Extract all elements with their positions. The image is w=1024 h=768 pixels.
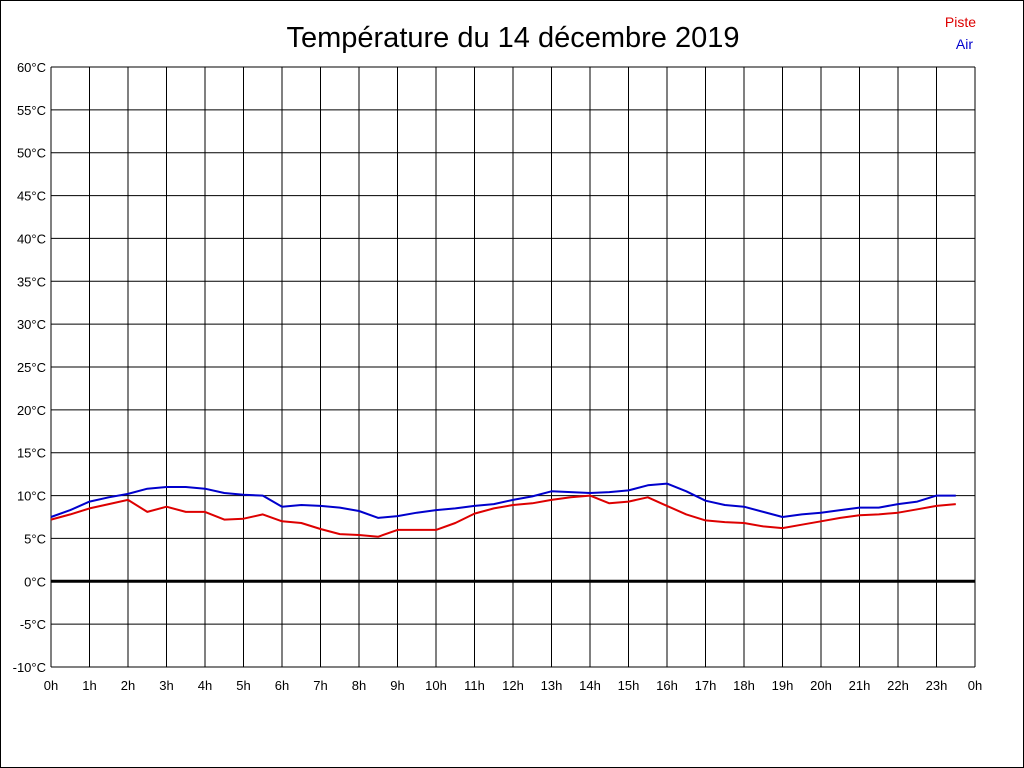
x-tick-label: 20h: [810, 678, 832, 693]
chart-title: Température du 14 décembre 2019: [286, 22, 739, 54]
x-tick-label: 1h: [82, 678, 96, 693]
y-tick-label: 40°C: [17, 231, 46, 246]
y-tick-label: 35°C: [17, 274, 46, 289]
y-tick-label: 20°C: [17, 403, 46, 418]
y-tick-label: 25°C: [17, 360, 46, 375]
x-tick-label: 4h: [198, 678, 212, 693]
x-tick-label: 5h: [236, 678, 250, 693]
x-tick-label: 18h: [733, 678, 755, 693]
x-tick-label: 15h: [618, 678, 640, 693]
x-tick-label: 0h: [44, 678, 58, 693]
y-tick-label: 45°C: [17, 189, 46, 204]
x-tick-label: 10h: [425, 678, 447, 693]
x-tick-label: 3h: [159, 678, 173, 693]
y-tick-label: 0°C: [24, 574, 46, 589]
x-tick-label: 19h: [772, 678, 794, 693]
x-tick-label: 17h: [695, 678, 717, 693]
y-tick-label: 5°C: [24, 531, 46, 546]
x-tick-label: 0h: [968, 678, 982, 693]
x-tick-label: 7h: [313, 678, 327, 693]
legend-entry-air: Air: [956, 36, 973, 52]
y-tick-label: 30°C: [17, 317, 46, 332]
legend: Piste Air: [945, 14, 976, 52]
series-line-air: [50, 482, 956, 519]
y-tick-label: -5°C: [20, 617, 46, 632]
series-line-piste: [50, 494, 956, 538]
x-tick-label: 13h: [541, 678, 563, 693]
x-tick-label: 2h: [121, 678, 135, 693]
series-lines: [50, 482, 956, 538]
x-tick-label: 9h: [390, 678, 404, 693]
x-tick-label: 6h: [275, 678, 289, 693]
x-tick-label: 16h: [656, 678, 678, 693]
y-tick-label: 55°C: [17, 103, 46, 118]
x-tick-label: 11h: [464, 678, 485, 693]
y-tick-label: -10°C: [13, 660, 46, 675]
y-tick-label: 60°C: [17, 60, 46, 75]
x-tick-label: 12h: [502, 678, 524, 693]
x-tick-label: 22h: [887, 678, 909, 693]
axes: 0h 1h 2h 3h 4h 5h 6h 7h 8h 9h 10h 11h 12h 13h 14h 15h 16…: [13, 60, 983, 693]
x-tick-label: 23h: [926, 678, 948, 693]
legend-entry-piste: Piste: [945, 14, 976, 30]
x-tick-label: 14h: [579, 678, 601, 693]
y-tick-label: 10°C: [17, 489, 46, 504]
x-tick-label: 21h: [849, 678, 871, 693]
grid: [50, 66, 976, 668]
y-tick-label: 15°C: [17, 446, 46, 461]
x-tick-label: 8h: [352, 678, 366, 693]
y-tick-label: 50°C: [17, 146, 46, 161]
